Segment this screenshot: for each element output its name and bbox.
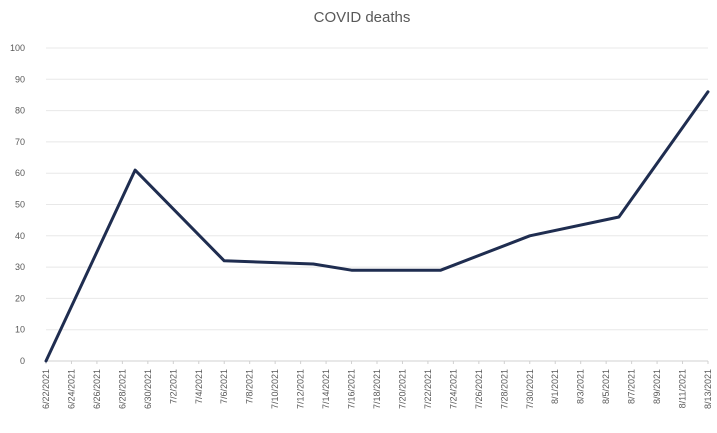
x-tick-label: 8/11/2021: [678, 369, 688, 408]
series-line: [46, 92, 708, 361]
x-tick-label: 7/16/2021: [347, 369, 357, 409]
x-tick-label: 7/6/2021: [219, 369, 229, 404]
y-axis-ticks: 0 10 20 30 40 50 60 70 80 90 100: [10, 43, 25, 366]
x-tick-label: 8/1/2021: [550, 369, 560, 404]
x-tick-label: 8/13/2021: [703, 369, 713, 409]
y-tick-label: 60: [15, 168, 25, 178]
y-tick-label: 70: [15, 137, 25, 147]
x-tick-label: 8/3/2021: [576, 369, 586, 404]
x-tick-label: 7/10/2021: [270, 369, 280, 409]
x-tick-label: 7/2/2021: [168, 369, 178, 404]
x-tick-label: 8/9/2021: [652, 369, 662, 404]
x-tick-label: 7/20/2021: [397, 369, 407, 409]
x-tick-label: 7/18/2021: [372, 369, 382, 409]
x-tick-label: 8/5/2021: [601, 369, 611, 404]
x-tick-label: 7/8/2021: [245, 369, 255, 404]
x-tick-label: 7/30/2021: [525, 369, 535, 409]
x-tick-label: 8/7/2021: [627, 369, 637, 404]
y-tick-label: 50: [15, 200, 25, 210]
x-tick-label: 6/26/2021: [92, 369, 102, 409]
x-tick-label: 7/22/2021: [423, 369, 433, 409]
x-tick-label: 6/24/2021: [66, 369, 76, 409]
y-tick-label: 30: [15, 262, 25, 272]
x-axis-ticks: 6/22/2021 6/24/2021 6/26/2021 6/28/2021 6/30…: [41, 361, 713, 409]
y-tick-label: 40: [15, 231, 25, 241]
x-tick-label: 7/12/2021: [296, 369, 306, 409]
x-tick-label: 6/28/2021: [117, 369, 127, 409]
y-tick-label: 0: [20, 356, 25, 366]
x-tick-label: 6/30/2021: [143, 369, 153, 409]
x-tick-label: 7/14/2021: [321, 369, 331, 409]
chart-title: COVID deaths: [314, 9, 411, 26]
x-tick-label: 7/28/2021: [499, 369, 509, 409]
y-tick-label: 10: [15, 325, 25, 335]
x-tick-label: 6/22/2021: [41, 369, 51, 409]
x-tick-label: 7/4/2021: [194, 369, 204, 404]
series-layer: [46, 92, 708, 361]
y-tick-label: 20: [15, 293, 25, 303]
gridlines: [46, 48, 708, 361]
x-tick-label: 7/26/2021: [474, 369, 484, 409]
y-tick-label: 80: [15, 106, 25, 116]
y-tick-label: 90: [15, 74, 25, 84]
y-tick-label: 100: [10, 43, 25, 53]
x-tick-label: 7/24/2021: [448, 369, 458, 409]
